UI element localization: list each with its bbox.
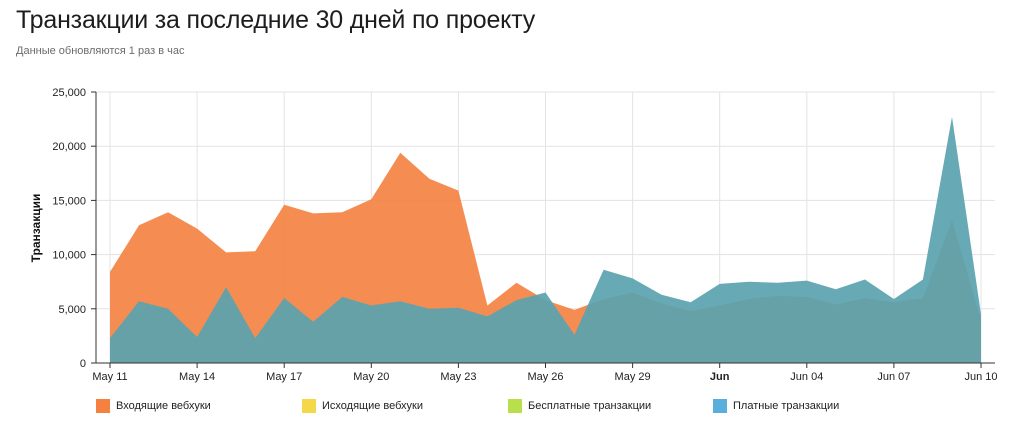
legend-label: Исходящие вебхуки [322, 400, 424, 412]
x-tick-label: May 17 [266, 371, 302, 383]
legend-swatch [713, 399, 727, 413]
x-tick-label: Jun 04 [790, 371, 823, 383]
x-tick-label: May 20 [353, 371, 389, 383]
x-tick-label: May 26 [527, 371, 563, 383]
y-axis-title: Транзакции [29, 194, 43, 263]
x-tick-labels: May 11 May 14 May 17 May 20 May 23 May 26 May … [92, 371, 997, 383]
y-tick-label: 10,000 [52, 250, 86, 262]
x-tick-label: Jun [710, 371, 730, 383]
y-tick-label: 0 [80, 358, 86, 370]
area-series-paid [110, 116, 981, 364]
y-tick-label: 5,000 [58, 304, 86, 316]
legend-item-outgoing[interactable]: Исходящие вебхуки [302, 399, 423, 413]
chart-legend: Входящие вебхуки Исходящие вебхуки Беспл… [0, 399, 1034, 419]
x-tick-label: May 11 [92, 371, 127, 383]
page-subtitle: Данные обновляются 1 раз в час [16, 45, 185, 57]
legend-swatch [508, 399, 522, 413]
x-tick-label: May 23 [440, 371, 476, 383]
y-tick-label: 25,000 [52, 87, 86, 99]
y-tick-label: 20,000 [52, 141, 86, 153]
legend-item-paid[interactable]: Платные транзакции [713, 399, 839, 413]
x-tick-label: Jun 07 [877, 371, 910, 383]
x-tick-label: May 14 [179, 371, 215, 383]
legend-item-incoming[interactable]: Входящие вебхуки [96, 399, 211, 413]
legend-label: Платные транзакции [733, 400, 840, 412]
legend-label: Бесплатные транзакции [528, 400, 652, 412]
legend-swatch [302, 399, 316, 413]
legend-item-free[interactable]: Бесплатные транзакции [508, 399, 651, 413]
legend-swatch [96, 399, 110, 413]
y-tick-labels: 0 5,000 10,000 15,000 20,000 25,000 [52, 87, 86, 370]
axes [91, 91, 995, 368]
legend-label: Входящие вебхуки [116, 400, 211, 412]
x-tick-label: Jun 10 [964, 371, 997, 383]
y-tick-label: 15,000 [52, 195, 86, 207]
page-title: Транзакции за последние 30 дней по проек… [16, 6, 536, 34]
series-areas [110, 116, 981, 364]
x-tick-label: May 29 [615, 371, 651, 383]
